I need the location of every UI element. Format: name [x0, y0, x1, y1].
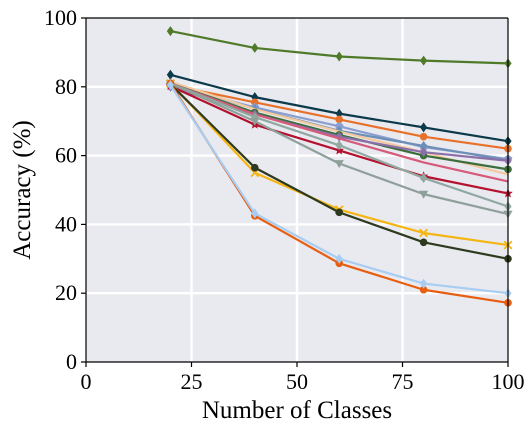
- data-point: [420, 147, 428, 158]
- data-point: [166, 26, 174, 37]
- series-layer: [165, 26, 513, 307]
- x-tick-label: 25: [181, 369, 203, 394]
- data-point: [335, 108, 343, 119]
- data-point: [166, 80, 174, 91]
- x-tick-label: 50: [286, 369, 308, 394]
- series-line: [170, 82, 509, 183]
- data-point: [166, 69, 174, 80]
- y-tick-label: 80: [55, 74, 77, 99]
- x-tick-label: 0: [81, 369, 92, 394]
- data-point: [420, 172, 428, 183]
- y-axis-label: Accuracy (%): [9, 120, 36, 260]
- tick-labels: 0 25 50 75 100 0 20 40 60 80 100: [44, 5, 525, 394]
- x-axis-label: Number of Classes: [202, 397, 392, 424]
- data-point: [420, 55, 428, 66]
- data-point: [250, 117, 260, 126]
- axes: [81, 17, 509, 367]
- data-point: [335, 51, 343, 62]
- data-point: [334, 160, 344, 169]
- data-point: [419, 132, 428, 141]
- data-point: [335, 115, 344, 124]
- y-tick-label: 0: [66, 349, 77, 374]
- data-point: [419, 228, 429, 238]
- x-tick-label: 100: [492, 369, 525, 394]
- y-tick-label: 100: [44, 5, 77, 30]
- data-point: [251, 208, 259, 219]
- data-point: [335, 140, 343, 151]
- data-point: [419, 285, 428, 294]
- data-point: [335, 253, 343, 264]
- data-point: [419, 238, 428, 247]
- data-point: [251, 163, 259, 172]
- y-tick-label: 60: [55, 143, 77, 168]
- data-point: [251, 98, 259, 107]
- data-point: [419, 190, 429, 199]
- data-point: [251, 42, 259, 53]
- series-1: [166, 26, 512, 69]
- series-16: [166, 80, 512, 299]
- y-tick-label: 40: [55, 211, 77, 236]
- data-point: [420, 122, 428, 133]
- series-9: [170, 82, 509, 183]
- x-tick-label: 75: [392, 369, 414, 394]
- y-tick-label: 20: [55, 280, 77, 305]
- data-point: [420, 140, 428, 151]
- data-point: [420, 278, 428, 289]
- data-point: [335, 208, 344, 217]
